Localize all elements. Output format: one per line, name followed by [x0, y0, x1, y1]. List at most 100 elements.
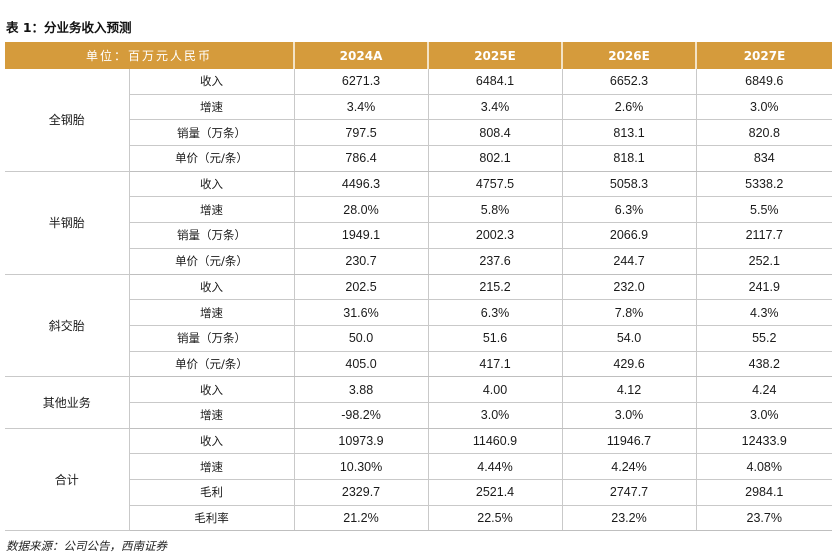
table-row: 增速 28.0% 5.8% 6.3% 5.5%	[5, 196, 833, 224]
value-cell: 54.0	[562, 325, 697, 352]
value-cell: 1949.1	[294, 222, 429, 249]
value-cell: 11460.9	[428, 428, 563, 455]
value-cell: 786.4	[294, 145, 429, 172]
value-cell: 2329.7	[294, 479, 429, 506]
metric-label: 增速	[129, 196, 295, 224]
value-cell: 3.88	[294, 376, 429, 403]
value-cell: 6271.3	[294, 69, 429, 95]
metric-label: 收入	[129, 376, 295, 403]
table-row: 增速 3.4% 3.4% 2.6% 3.0%	[5, 94, 833, 121]
value-cell: 2984.1	[696, 479, 833, 506]
table-body: 全钢胎 收入 6271.3 6484.1 6652.3 6849.6 增速 3.4% 3.4% 2…	[5, 69, 833, 532]
metric-label: 毛利率	[129, 505, 295, 532]
segment-label: 斜交胎	[5, 274, 130, 378]
value-cell: 215.2	[428, 274, 563, 301]
value-cell: 11946.7	[562, 428, 697, 455]
value-cell: 51.6	[428, 325, 563, 352]
value-cell: 232.0	[562, 274, 697, 301]
value-cell: 813.1	[562, 119, 697, 147]
value-cell: 802.1	[428, 145, 563, 172]
unit-header: 单位：百万元人民币	[5, 42, 296, 69]
value-cell: 438.2	[696, 351, 833, 378]
value-cell: 202.5	[294, 274, 429, 301]
value-cell: 818.1	[562, 145, 697, 172]
metric-label: 销量（万条）	[129, 222, 295, 249]
table-row: 销量（万条） 797.5 808.4 813.1 820.8	[5, 119, 833, 147]
segment-label: 其他业务	[5, 376, 130, 429]
metric-label: 增速	[129, 402, 295, 429]
value-cell: 5058.3	[562, 171, 697, 198]
year-header: 2026E	[562, 42, 698, 69]
table-row: 增速 -98.2% 3.0% 3.0% 3.0%	[5, 402, 833, 429]
value-cell: 2521.4	[428, 479, 563, 506]
value-cell: 417.1	[428, 351, 563, 378]
value-cell: 6849.6	[696, 69, 833, 95]
value-cell: 3.4%	[294, 94, 429, 121]
metric-label: 销量（万条）	[129, 119, 295, 147]
metric-label: 单价（元/条）	[129, 248, 295, 275]
value-cell: 230.7	[294, 248, 429, 275]
value-cell: 28.0%	[294, 196, 429, 224]
value-cell: 3.0%	[696, 94, 833, 121]
revenue-forecast-table: 单位：百万元人民币 2024A 2025E 2026E 2027E 全钢胎 收入 6…	[5, 42, 833, 532]
value-cell: 23.7%	[696, 505, 833, 532]
value-cell: 2747.7	[562, 479, 697, 506]
value-cell: 820.8	[696, 119, 833, 147]
metric-label: 收入	[129, 274, 295, 301]
value-cell: 55.2	[696, 325, 833, 352]
table-row: 毛利 2329.7 2521.4 2747.7 2984.1	[5, 479, 833, 506]
table-row: 毛利率 21.2% 22.5% 23.2% 23.7%	[5, 505, 833, 532]
year-header: 2025E	[428, 42, 564, 69]
table-row: 半钢胎 收入 4496.3 4757.5 5058.3 5338.2	[5, 171, 833, 275]
value-cell: 6484.1	[428, 69, 563, 95]
segment-label: 半钢胎	[5, 171, 130, 275]
value-cell: 31.6%	[294, 299, 429, 326]
value-cell: 4.12	[562, 376, 697, 403]
value-cell: 5.8%	[428, 196, 563, 224]
cropped-previous-line	[0, 0, 838, 5]
value-cell: 50.0	[294, 325, 429, 352]
header-row: 单位：百万元人民币 2024A 2025E 2026E 2027E	[5, 42, 833, 69]
value-cell: 10973.9	[294, 428, 429, 455]
value-cell: 797.5	[294, 119, 429, 147]
year-header: 2027E	[696, 42, 833, 69]
value-cell: 237.6	[428, 248, 563, 275]
data-source-note: 数据来源：公司公告，西南证券	[6, 539, 167, 553]
metric-label: 收入	[129, 428, 295, 455]
table-row: 单价（元/条） 786.4 802.1 818.1 834	[5, 145, 833, 172]
metric-label: 毛利	[129, 479, 295, 506]
metric-label: 销量（万条）	[129, 325, 295, 352]
value-cell: 2117.7	[696, 222, 833, 249]
value-cell: 4.24%	[562, 453, 697, 480]
segment-label: 全钢胎	[5, 69, 130, 172]
table-row: 单价（元/条） 230.7 237.6 244.7 252.1	[5, 248, 833, 275]
value-cell: 3.0%	[696, 402, 833, 429]
value-cell: 6652.3	[562, 69, 697, 95]
value-cell: 808.4	[428, 119, 563, 147]
segment-label: 合计	[5, 428, 130, 532]
year-header: 2024A	[294, 42, 430, 69]
value-cell: 252.1	[696, 248, 833, 275]
metric-label: 收入	[129, 69, 295, 95]
table-row: 单价（元/条） 405.0 417.1 429.6 438.2	[5, 351, 833, 378]
value-cell: 834	[696, 145, 833, 172]
value-cell: 2.6%	[562, 94, 697, 121]
value-cell: 10.30%	[294, 453, 429, 480]
table-row: 增速 10.30% 4.44% 4.24% 4.08%	[5, 453, 833, 480]
value-cell: 5.5%	[696, 196, 833, 224]
value-cell: 4496.3	[294, 171, 429, 198]
value-cell: 23.2%	[562, 505, 697, 532]
value-cell: 5338.2	[696, 171, 833, 198]
value-cell: 4.24	[696, 376, 833, 403]
metric-label: 增速	[129, 453, 295, 480]
value-cell: 244.7	[562, 248, 697, 275]
value-cell: 12433.9	[696, 428, 833, 455]
value-cell: 7.8%	[562, 299, 697, 326]
value-cell: 4.44%	[428, 453, 563, 480]
table-row: 全钢胎 收入 6271.3 6484.1 6652.3 6849.6	[5, 69, 833, 172]
value-cell: 429.6	[562, 351, 697, 378]
value-cell: 3.0%	[562, 402, 697, 429]
value-cell: 21.2%	[294, 505, 429, 532]
value-cell: 4757.5	[428, 171, 563, 198]
value-cell: 3.0%	[428, 402, 563, 429]
